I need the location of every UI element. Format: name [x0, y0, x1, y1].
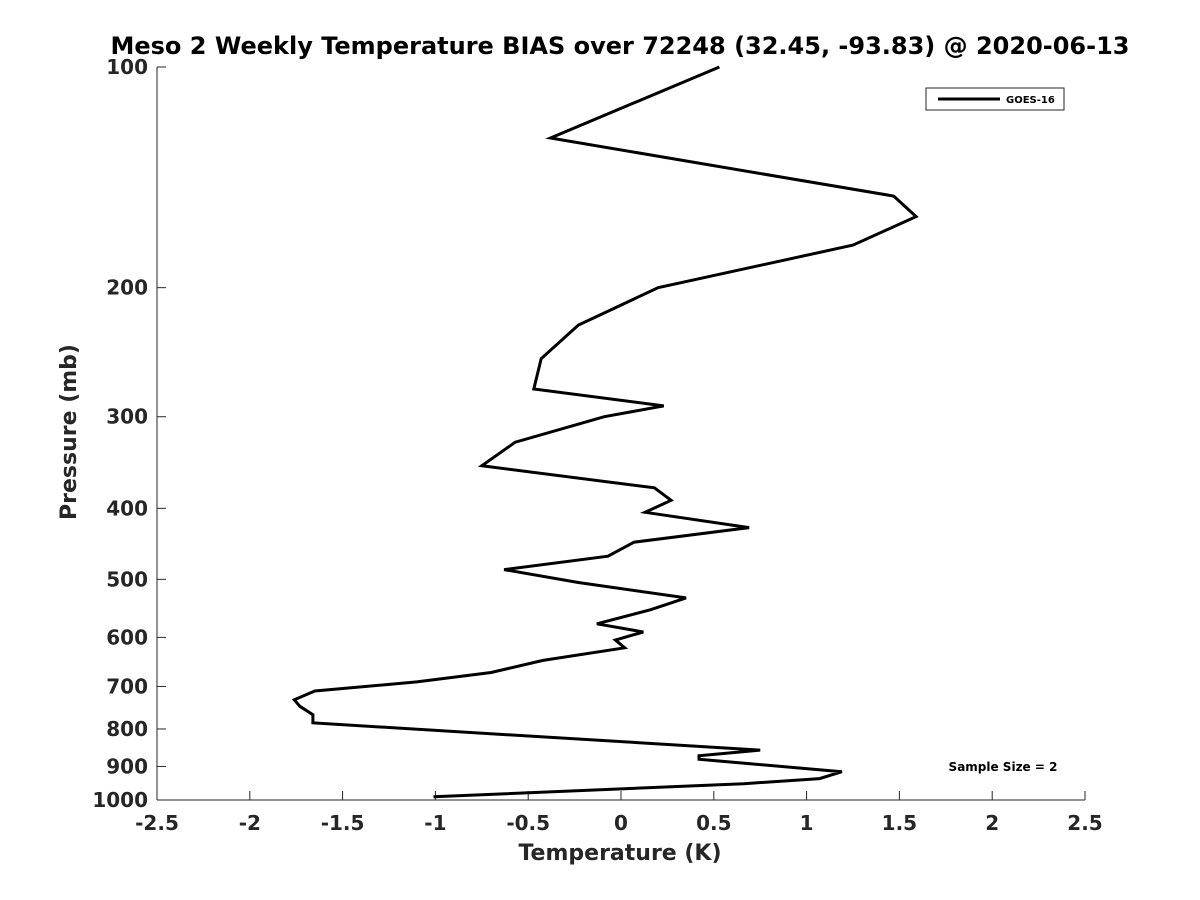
y-tick-label: 200: [106, 276, 148, 300]
y-tick-label: 700: [106, 674, 148, 698]
x-tick-label: 2: [985, 811, 999, 835]
y-tick-label: 900: [106, 754, 148, 778]
x-tick-label: 1.5: [882, 811, 917, 835]
y-tick-label: 100: [106, 55, 148, 79]
x-tick-label: 2.5: [1067, 811, 1102, 835]
series-line-goes-16: [291, 65, 919, 799]
x-axis-ticks: -2.5 -2 -1.5 -1 -0.5 0 0.5 1 1.5 2 2.5: [135, 791, 1103, 835]
chart-title: Meso 2 Weekly Temperature BIAS over 7224…: [110, 32, 1129, 60]
x-tick-label: -0.5: [506, 811, 550, 835]
x-tick-label: -1.5: [321, 811, 365, 835]
x-tick-label: 0: [614, 811, 628, 835]
legend-label-goes-16: GOES-16: [1006, 95, 1055, 106]
y-tick-label: 800: [106, 717, 148, 741]
y-tick-label: 500: [106, 567, 148, 591]
sample-size-annotation: Sample Size = 2: [949, 760, 1058, 774]
y-tick-label: 300: [106, 405, 148, 429]
x-tick-label: -1: [424, 811, 446, 835]
y-tick-label: 600: [106, 625, 148, 649]
x-tick-label: -2: [239, 811, 261, 835]
x-tick-label: -2.5: [135, 811, 179, 835]
y-axis-label: Pressure (mb): [57, 344, 82, 520]
x-axis-label: Temperature (K): [518, 841, 721, 866]
y-tick-label: 1000: [92, 788, 148, 812]
plot-area-frame: [157, 67, 1085, 800]
y-axis-ticks: 100 200 300 400 500 600 700 800 900 1000: [92, 55, 166, 812]
x-tick-label: 0.5: [696, 811, 731, 835]
y-tick-label: 400: [106, 496, 148, 520]
legend: GOES-16: [925, 87, 1065, 111]
x-tick-label: 1: [800, 811, 814, 835]
